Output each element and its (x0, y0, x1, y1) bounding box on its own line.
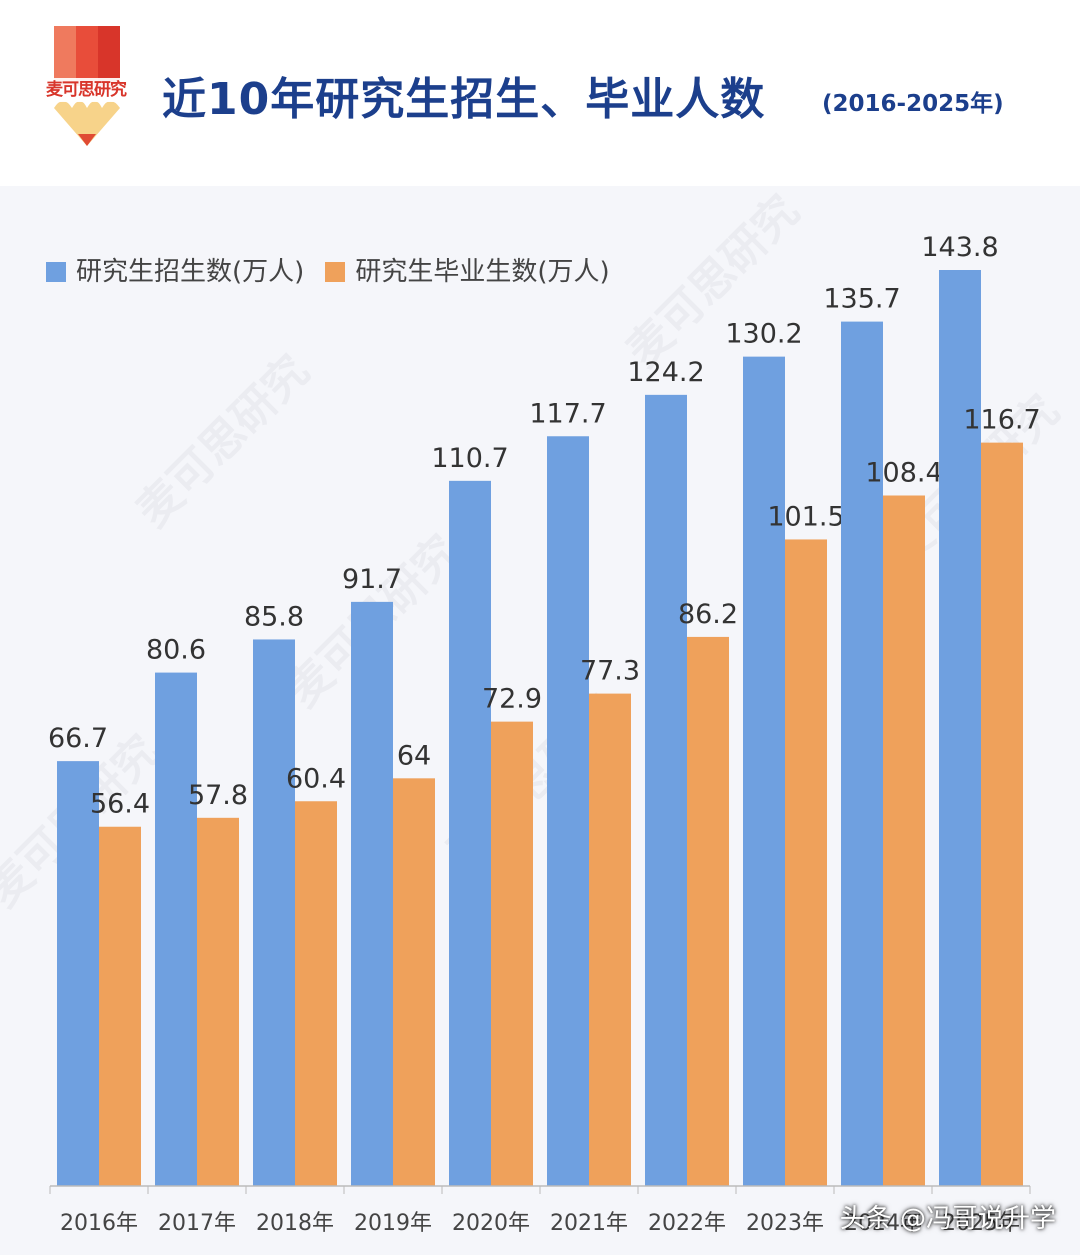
x-tick-label-0: 2016年 (60, 1211, 138, 1236)
x-tick-label-4: 2020年 (452, 1211, 530, 1236)
bar-enrollment-9 (939, 270, 981, 1186)
bar-graduation-9 (981, 442, 1023, 1186)
x-tick-label-3: 2019年 (354, 1211, 432, 1236)
x-tick-label-5: 2021年 (550, 1211, 628, 1236)
data-label-enrollment-2: 85.8 (244, 601, 304, 632)
x-tick-label-9: 2025年 (942, 1211, 1020, 1236)
header: 麦可思研究 近10年研究生招生、毕业人数 (2016-2025年) (0, 0, 1080, 186)
legend-item-enrollment: 研究生招生数(万人) (46, 252, 304, 292)
legend-item-graduation: 研究生毕业生数(万人) (325, 252, 610, 292)
chart-legend: 研究生招生数(万人) 研究生毕业生数(万人) (46, 252, 626, 292)
pencil-logo-icon (54, 26, 120, 146)
legend-label-graduation: 研究生毕业生数(万人) (355, 257, 610, 287)
data-label-graduation-3: 64 (397, 740, 431, 771)
bar-enrollment-3 (351, 601, 393, 1186)
bar-graduation-3 (393, 778, 435, 1186)
legend-label-enrollment: 研究生招生数(万人) (76, 257, 305, 287)
data-label-graduation-1: 57.8 (188, 780, 248, 811)
data-label-enrollment-7: 130.2 (725, 319, 802, 350)
data-label-enrollment-1: 80.6 (146, 635, 206, 666)
x-tick-label-7: 2023年 (746, 1211, 824, 1236)
page-title: 近10年研究生招生、毕业人数 (162, 74, 766, 125)
bar-graduation-2 (295, 801, 337, 1186)
bar-enrollment-2 (253, 639, 295, 1186)
bar-graduation-4 (491, 721, 533, 1186)
data-label-graduation-0: 56.4 (90, 789, 150, 820)
x-tick-label-8: 2024年 (844, 1211, 922, 1236)
bar-graduation-1 (197, 817, 239, 1186)
x-tick-label-2: 2018年 (256, 1211, 334, 1236)
data-label-enrollment-3: 91.7 (342, 564, 402, 595)
data-label-enrollment-8: 135.7 (823, 284, 900, 315)
bar-enrollment-5 (547, 436, 589, 1186)
data-label-graduation-9: 116.7 (963, 405, 1040, 436)
data-label-enrollment-0: 66.7 (48, 723, 108, 754)
bar-enrollment-1 (155, 672, 197, 1186)
data-label-graduation-6: 86.2 (678, 599, 738, 630)
bar-enrollment-6 (645, 394, 687, 1186)
bar-enrollment-4 (449, 480, 491, 1187)
bar-graduation-8 (883, 495, 925, 1186)
data-label-graduation-4: 72.9 (482, 684, 542, 715)
data-label-graduation-8: 108.4 (865, 457, 942, 488)
legend-swatch-graduation (325, 262, 346, 282)
x-tick-label-6: 2022年 (648, 1211, 726, 1236)
bar-graduation-6 (687, 636, 729, 1186)
bar-graduation-5 (589, 693, 631, 1186)
credit-watermark: 头条 @冯哥说升学 (839, 1204, 1056, 1234)
logo-text: 麦可思研究 (30, 78, 142, 102)
data-label-graduation-2: 60.4 (286, 763, 346, 794)
data-label-enrollment-5: 117.7 (529, 398, 606, 429)
legend-swatch-enrollment (46, 262, 66, 282)
data-label-enrollment-6: 124.2 (627, 357, 704, 388)
data-label-enrollment-4: 110.7 (431, 443, 508, 474)
bar-enrollment-0 (57, 761, 99, 1186)
data-label-enrollment-9: 143.8 (921, 232, 998, 263)
x-tick-label-1: 2017年 (158, 1211, 236, 1236)
data-label-graduation-5: 77.3 (580, 656, 640, 687)
bar-graduation-0 (99, 826, 141, 1186)
bar-graduation-7 (785, 539, 827, 1186)
bar-enrollment-8 (841, 321, 883, 1186)
page-subtitle: (2016-2025年) (822, 91, 1004, 117)
logo: 麦可思研究 (30, 22, 142, 152)
bar-enrollment-7 (743, 356, 785, 1186)
data-label-graduation-7: 101.5 (767, 501, 844, 532)
